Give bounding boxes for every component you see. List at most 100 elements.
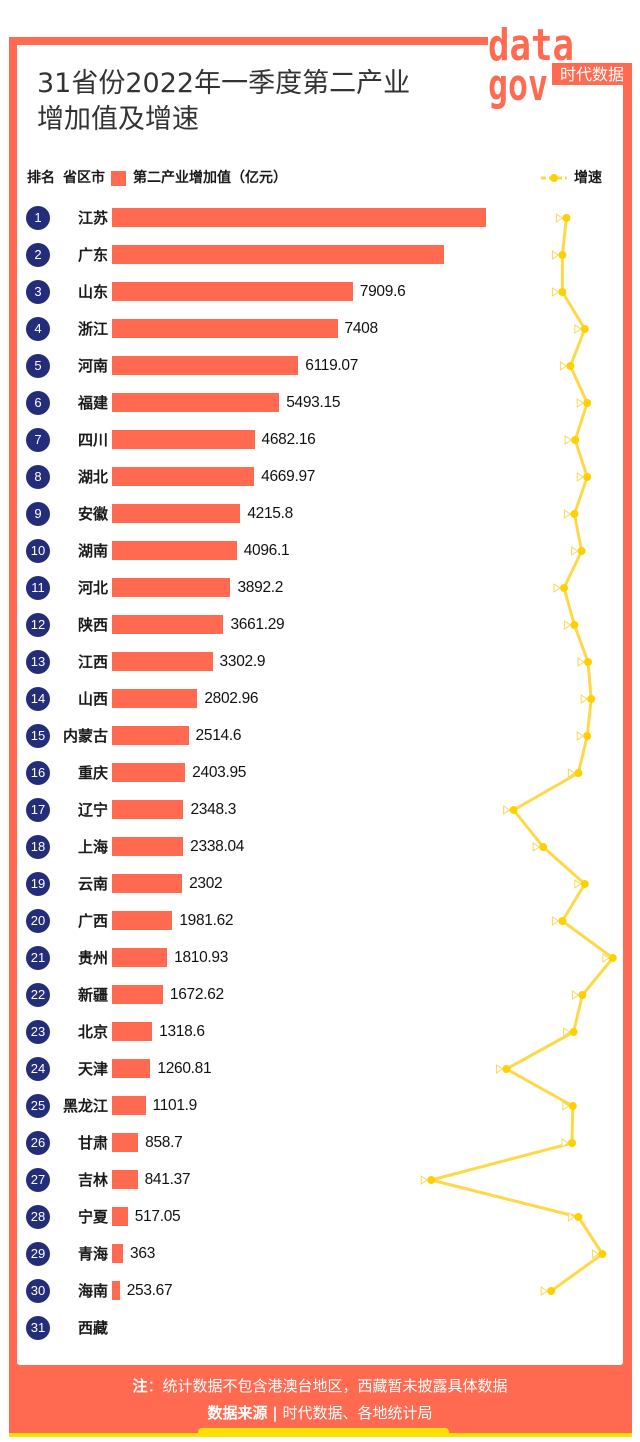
bar	[112, 1133, 139, 1152]
footer-source: 数据来源 | 时代数据、各地统计局	[0, 1403, 640, 1423]
province-name: 陕西	[77, 616, 108, 634]
bar-value-label: 1260.81	[157, 1060, 212, 1077]
bar-value-label: 3661.29	[230, 616, 285, 633]
bar	[112, 208, 486, 227]
bar-value-label: 6119.07	[305, 357, 359, 374]
bar	[112, 1207, 128, 1226]
province-name: 黑龙江	[62, 1097, 108, 1115]
bar-value-label: 1318.6	[159, 1023, 205, 1040]
region-column-header: 省区市	[63, 170, 105, 186]
rank-badge: 18	[26, 835, 50, 859]
rank-badge: 3	[26, 280, 50, 304]
rank-badge: 11	[26, 576, 50, 600]
bar	[112, 1244, 124, 1263]
rank-badge: 14	[26, 687, 50, 711]
source-text: 时代数据、各地统计局	[282, 1404, 433, 1422]
bar	[112, 578, 231, 597]
province-name: 新疆	[77, 986, 108, 1004]
rank-badge: 23	[26, 1020, 50, 1044]
rank-badge: 15	[26, 724, 50, 748]
bar-value-label: 7909.6	[359, 283, 406, 300]
rank-badge: 9	[26, 502, 50, 526]
province-name: 天津	[77, 1060, 108, 1078]
bar	[112, 1281, 120, 1300]
rank-badge: 24	[26, 1057, 50, 1081]
bar	[112, 467, 255, 486]
growth-legend-icon	[541, 174, 567, 182]
bar	[112, 1022, 153, 1041]
note-label: 注	[132, 1377, 148, 1395]
province-name: 广东	[77, 246, 108, 264]
bar	[112, 948, 168, 967]
bar-value-label: 2338.04	[190, 838, 245, 855]
bar	[112, 1170, 138, 1189]
province-name: 青海	[77, 1245, 108, 1263]
bar-value-label: 363	[130, 1245, 156, 1262]
rank-badge: 21	[26, 946, 50, 970]
province-name: 河北	[77, 579, 108, 597]
bar-value-label: 517.05	[134, 1208, 181, 1225]
bar	[112, 763, 186, 782]
bar	[112, 726, 189, 745]
bar-legend-label: 第二产业增加值（亿元）	[133, 170, 287, 186]
rank-badge: 31	[26, 1316, 50, 1340]
source-label: 数据来源	[207, 1404, 268, 1422]
bar-value-label: 3892.2	[237, 579, 284, 596]
rank-badge: 7	[26, 428, 50, 452]
bar-value-label: 1101.9	[152, 1097, 198, 1114]
province-name: 福建	[77, 394, 108, 412]
bar-value-label: 841.37	[144, 1171, 191, 1188]
bar	[112, 541, 237, 560]
rank-badge: 28	[26, 1205, 50, 1229]
rank-badge: 20	[26, 909, 50, 933]
province-name: 甘肃	[77, 1134, 108, 1152]
bar	[112, 504, 241, 523]
province-name: 湖北	[77, 468, 108, 486]
rank-badge: 19	[26, 872, 50, 896]
bar	[112, 319, 338, 338]
source-separator: |	[272, 1404, 278, 1422]
rank-badge: 13	[26, 650, 50, 674]
bar	[112, 800, 184, 819]
bar	[112, 430, 255, 449]
province-name: 西藏	[77, 1319, 108, 1337]
province-name: 上海	[77, 838, 108, 856]
rank-column-header: 排名	[27, 170, 55, 186]
brand-logo: data gov 时代数据	[488, 20, 632, 110]
bar	[112, 393, 280, 412]
rank-badge: 22	[26, 983, 50, 1007]
bar	[112, 874, 183, 893]
rank-badge: 26	[26, 1131, 50, 1155]
province-name: 四川	[77, 431, 108, 449]
bar-value-label: 5493.15	[286, 394, 341, 411]
note-text: ：统计数据不包含港澳台地区，西藏暂未披露具体数据	[147, 1377, 508, 1395]
bar-value-label: 2802.96	[204, 690, 259, 707]
bar-legend-swatch	[111, 171, 126, 186]
province-name: 浙江	[77, 320, 108, 338]
bar	[112, 689, 198, 708]
footer-accent-tab	[198, 1428, 449, 1437]
rank-badge: 6	[26, 391, 50, 415]
province-name: 内蒙古	[62, 727, 108, 745]
chart-title-line-1: 31省份2022年一季度第二产业	[37, 68, 411, 99]
bar	[112, 282, 353, 301]
rank-badge: 29	[26, 1242, 50, 1266]
logo-gov-text: gov	[488, 60, 548, 110]
province-name: 吉林	[77, 1171, 108, 1189]
rank-badge: 16	[26, 761, 50, 785]
province-name: 北京	[77, 1023, 108, 1041]
logo-badge-text: 时代数据	[560, 65, 624, 84]
bar-value-label: 1672.62	[169, 986, 224, 1003]
footer-note: 注：统计数据不包含港澳台地区，西藏暂未披露具体数据	[0, 1376, 640, 1396]
bar-value-label: 4215.8	[247, 505, 293, 522]
province-name: 江西	[77, 653, 108, 671]
bar	[112, 911, 173, 930]
bar	[112, 1096, 146, 1115]
bar	[112, 837, 184, 856]
bar	[112, 652, 213, 671]
province-name: 广西	[77, 912, 108, 930]
rank-badge: 1	[26, 206, 50, 230]
rank-badge: 25	[26, 1094, 50, 1118]
province-name: 宁夏	[77, 1208, 108, 1226]
logo-badge	[552, 63, 632, 85]
